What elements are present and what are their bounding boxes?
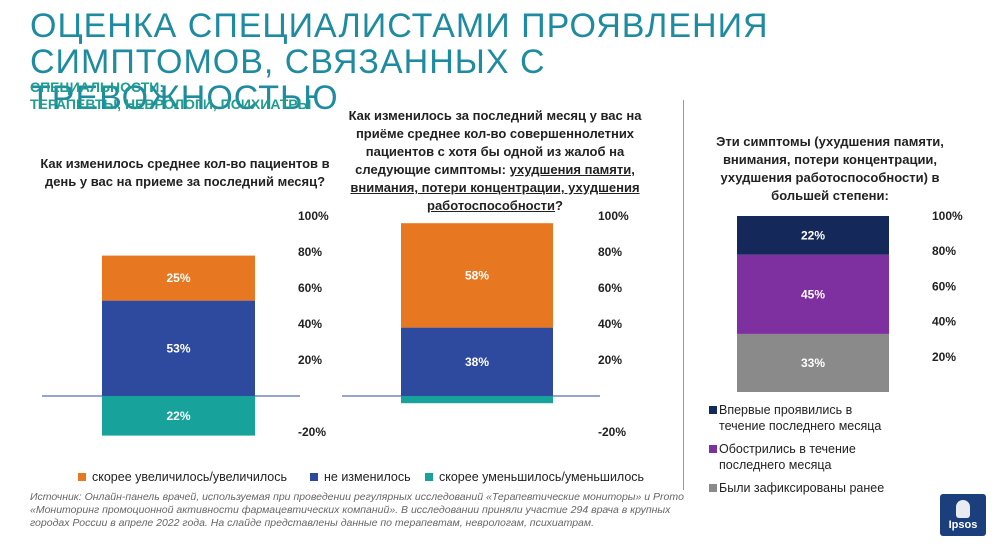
legend-swatch-earlier [709,484,717,492]
chart1-bar-segment [102,396,255,436]
chart2-tick-label: -20% [598,425,626,439]
chart3-bar-segment [737,216,889,255]
legend-swatch-unchanged [310,473,318,481]
question-2: Как изменилось за последний месяц у вас … [340,107,650,215]
title-line-2: СИМПТОМОВ, СВЯЗАННЫХ С ТРЕВОЖНОСТЬЮ [30,43,546,117]
chart2-bar-segment [401,223,553,328]
title-line-1: ОЦЕНКА СПЕЦИАЛИСТАМИ ПРОЯВЛЕНИЯ [30,7,769,45]
legend-earlier: Были зафиксированы ранее [709,480,889,496]
chart1-data-label: 25% [166,271,190,285]
chart3-tick-label: 60% [932,279,956,293]
chart2-tick-label: 100% [598,209,629,223]
section-divider [683,100,684,490]
chart2-tick-label: 20% [598,353,622,367]
question-2-symptoms: ухудшения памяти, внимания, потери конце… [350,162,640,213]
chart3-data-label: 22% [801,228,825,242]
question-3: Эти симптомы (ухудшения памяти, внимания… [716,134,944,203]
chart2-data-label: 58% [465,268,489,282]
legend-worsened: Обострились в течение последнего месяца [709,441,889,473]
chart1-bar-segment [102,255,255,301]
legend-first-time: Впервые проявились в течение последнего … [709,402,889,434]
chart2-tick-label: 60% [598,281,622,295]
chart1-bar-segment [102,300,255,396]
chart2-tick-label: 80% [598,245,622,259]
specialties-label: СПЕЦИАЛЬНОСТИ: ТЕРАПЕВТЫ, НЕВРОЛОГИ, ПСИ… [30,79,311,113]
chart1-tick-label: 60% [298,281,322,295]
chart3-data-label: 33% [801,356,825,370]
chart3-tick-label: 100% [932,209,963,223]
chart1-tick-label: 40% [298,317,322,331]
chart1-tick-label: 100% [298,209,329,223]
specialties-line-2: ТЕРАПЕВТЫ, НЕВРОЛОГИ, ПСИХИАТРЫ [30,96,312,112]
logo-text: Ipsos [948,519,978,531]
chart1-data-label: 22% [166,409,190,423]
legend-label-first-time: Впервые проявились в течение последнего … [719,403,882,433]
chart1-tick-label: -20% [298,425,326,439]
legend-swatch-first-time [709,406,717,414]
legend-increased: скорее увеличилось/увеличилось [78,470,287,484]
chart2-bar-segment [401,327,553,396]
legend-label-decreased: скорее уменьшилось/уменьшилось [439,470,645,484]
legend-label-unchanged: не изменилось [324,470,411,484]
chart3-tick-label: 40% [932,315,956,329]
chart1-tick-label: 20% [298,353,322,367]
legend-unchanged: не изменилось [310,470,411,484]
source-note: Источник: Онлайн-панель врачей, использу… [30,491,684,529]
chart2-data-label: 38% [465,355,489,369]
chart3-bar-segment [737,254,889,334]
chart3-tick-label: 20% [932,350,956,364]
chart2-tick-label: 40% [598,317,622,331]
page-title: ОЦЕНКА СПЕЦИАЛИСТАМИ ПРОЯВЛЕНИЯ СИМПТОМО… [30,8,850,116]
legend-decreased: скорее уменьшилось/уменьшилось [425,470,644,484]
legend-label-worsened: Обострились в течение последнего месяца [719,442,856,472]
specialties-line-1: СПЕЦИАЛЬНОСТИ: [30,79,165,95]
chart2-bar-segment [401,396,553,404]
legend-label-earlier: Были зафиксированы ранее [719,481,885,495]
legend-swatch-decreased [425,473,433,481]
legend-label-increased: скорее увеличилось/увеличилось [92,470,288,484]
legend-swatch-worsened [709,445,717,453]
question-2-text: Как изменилось за последний месяц у вас … [348,108,642,177]
chart3-data-label: 45% [801,287,825,301]
chart3-tick-label: 80% [932,244,956,258]
logo-figure-icon [956,500,970,518]
chart1-data-label: 53% [166,341,190,355]
question-2-end: ? [555,198,563,213]
legend-swatch-increased [78,473,86,481]
chart3-bar-segment [737,333,889,392]
chart1-tick-label: 80% [298,245,322,259]
question-1: Как изменилось среднее кол-во пациентов … [40,156,330,189]
ipsos-logo: Ipsos [940,494,986,536]
